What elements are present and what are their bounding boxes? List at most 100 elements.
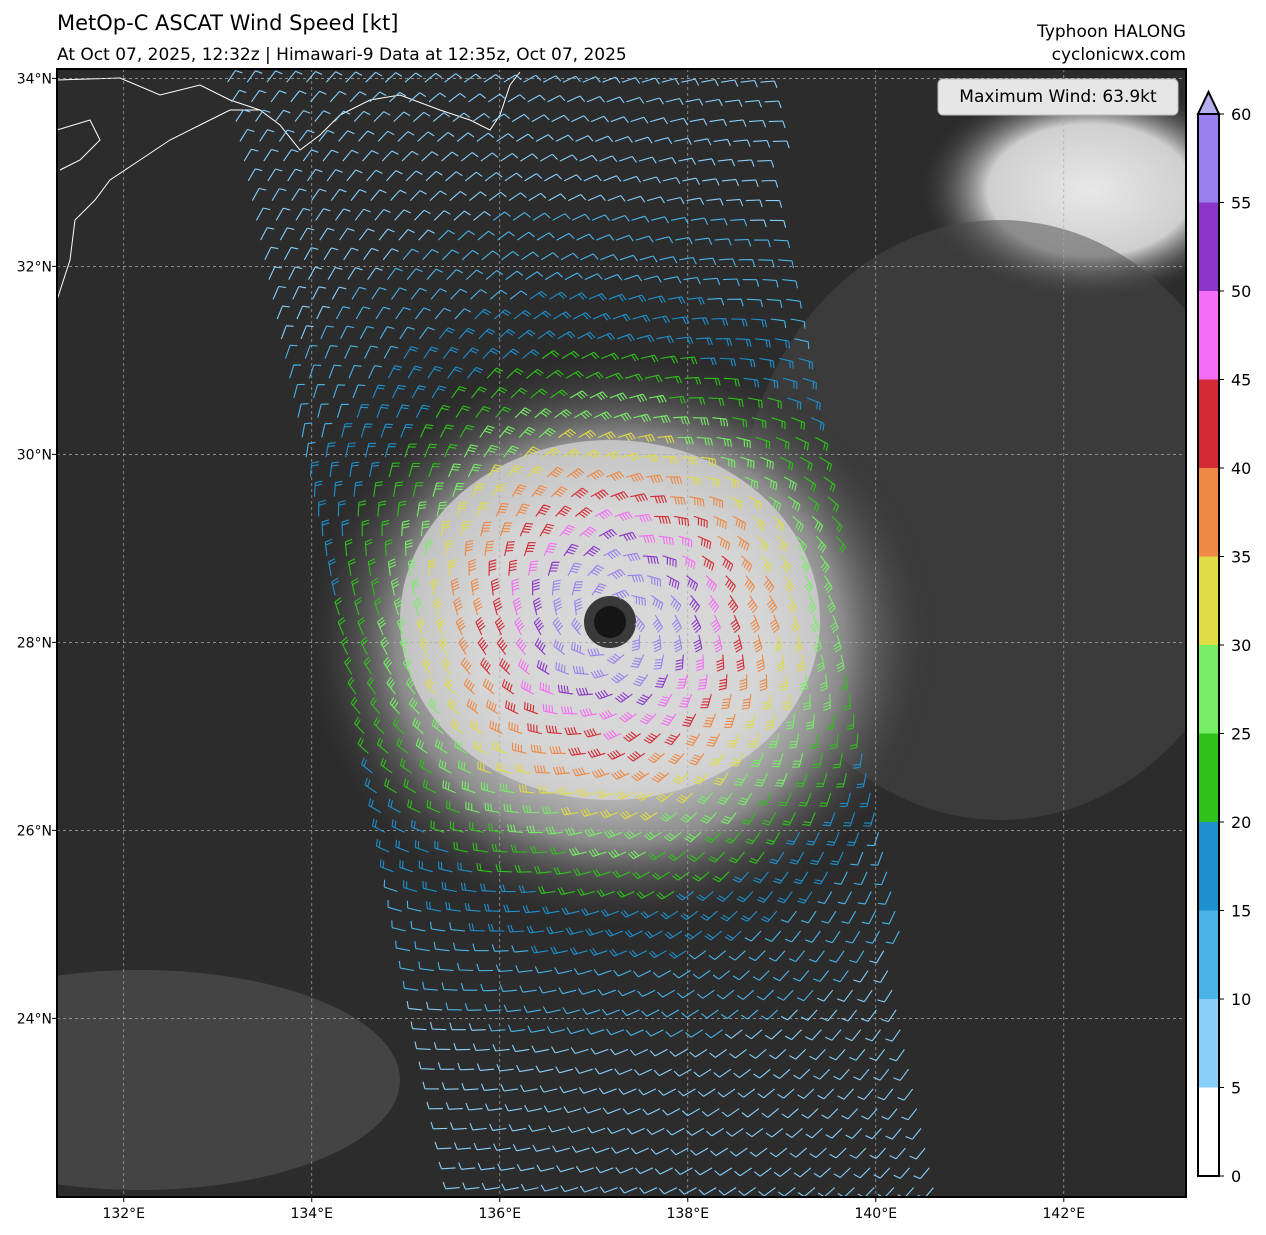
- wind-barb: [288, 266, 303, 280]
- wind-barb: [573, 968, 592, 976]
- wind-barb: [487, 93, 506, 103]
- wind-barb: [453, 210, 471, 221]
- wind-barb: [484, 540, 495, 556]
- wind-barb: [490, 387, 508, 399]
- wind-barb: [825, 1128, 843, 1139]
- wind-barb: [693, 634, 703, 653]
- wind-barb: [511, 1044, 530, 1053]
- wind-barb: [497, 1163, 515, 1171]
- wind-barb: [671, 316, 690, 325]
- wind-barb: [347, 267, 363, 280]
- wind-barb: [421, 151, 439, 162]
- subtitle: At Oct 07, 2025, 12:32z | Himawari-9 Dat…: [57, 45, 627, 65]
- wind-barb: [633, 970, 652, 978]
- wind-barb: [780, 1009, 798, 1021]
- wind-barb: [574, 597, 583, 616]
- wind-barb: [757, 159, 775, 168]
- wind-barb: [489, 289, 508, 300]
- wind-barb: [627, 750, 646, 762]
- wind-barb: [682, 713, 697, 727]
- wind-barb: [692, 417, 710, 426]
- wind-barb: [614, 692, 633, 703]
- wind-barb: [630, 654, 645, 668]
- wind-barb: [681, 456, 698, 466]
- wind-barb: [885, 930, 900, 945]
- wind-barb: [905, 1128, 922, 1140]
- wind-barb: [551, 579, 561, 596]
- wind-barb: [339, 227, 355, 241]
- wind-barb: [716, 891, 734, 902]
- wind-barb: [694, 1167, 713, 1176]
- wind-barb: [318, 129, 335, 142]
- wind-barb: [726, 198, 744, 207]
- wind-barb: [625, 373, 644, 382]
- wind-barb: [370, 189, 387, 201]
- wind-barb: [345, 71, 363, 83]
- wind-barb: [631, 770, 650, 782]
- wind-barb: [448, 92, 467, 103]
- wind-barb: [574, 1066, 593, 1074]
- wind-barb: [345, 442, 356, 458]
- wind-barb: [488, 191, 507, 202]
- wind-barb: [785, 713, 795, 730]
- wind-barb: [431, 385, 447, 399]
- wind-barb: [558, 987, 577, 995]
- wind-barb: [658, 157, 677, 165]
- wind-barb: [434, 307, 452, 320]
- wind-barb: [464, 902, 481, 912]
- wind-barb: [599, 1186, 618, 1194]
- wind-barb: [549, 846, 567, 855]
- wind-barb: [789, 851, 805, 865]
- wind-barb: [644, 930, 663, 939]
- wind-barb: [483, 903, 501, 912]
- wind-barb: [657, 989, 676, 998]
- wind-barb: [823, 476, 836, 493]
- wind-barb: [492, 597, 503, 616]
- wind-barb: [456, 132, 475, 142]
- wind-barb: [380, 423, 393, 438]
- wind-barb: [753, 1167, 772, 1177]
- wind-barb: [441, 881, 457, 893]
- wind-barb: [492, 113, 510, 123]
- wind-barb: [510, 387, 528, 399]
- wind-barb: [376, 737, 389, 754]
- wind-barb: [745, 199, 763, 208]
- wind-barb: [545, 826, 563, 835]
- wind-barb: [633, 1068, 653, 1076]
- wind-barb: [657, 1088, 677, 1096]
- wind-barb: [612, 870, 631, 879]
- wind-barb: [893, 1167, 910, 1179]
- wind-barb: [663, 831, 682, 842]
- wind-barb: [473, 740, 488, 754]
- wind-barb: [260, 227, 275, 241]
- wind-barb: [846, 713, 855, 731]
- wind-barb: [802, 694, 811, 711]
- wind-barb: [458, 1162, 476, 1170]
- wind-barb: [426, 799, 441, 814]
- wind-barb: [639, 713, 657, 725]
- wind-barb: [786, 298, 802, 309]
- wind-barb: [460, 152, 479, 162]
- wind-barb: [405, 676, 416, 695]
- wind-barb: [449, 190, 467, 202]
- wind-barb: [422, 656, 432, 675]
- wind-barb: [700, 693, 712, 709]
- wind-barb: [384, 538, 393, 556]
- wind-barb: [382, 248, 399, 261]
- wind-barb: [798, 792, 812, 807]
- wind-barb: [604, 829, 623, 839]
- wind-barb: [368, 365, 382, 379]
- wind-barb: [836, 654, 845, 673]
- wind-barb: [477, 230, 495, 241]
- wind-barb: [425, 677, 436, 695]
- wind-barb: [749, 1048, 767, 1059]
- wind-barb: [412, 482, 424, 497]
- wind-barb: [831, 516, 843, 533]
- wind-barb: [346, 169, 363, 182]
- wind-barb: [595, 789, 614, 799]
- wind-barb: [664, 733, 681, 746]
- wind-barb: [800, 555, 811, 574]
- wind-barb: [802, 812, 816, 826]
- wind-barb: [817, 891, 833, 905]
- wind-barb: [636, 693, 653, 706]
